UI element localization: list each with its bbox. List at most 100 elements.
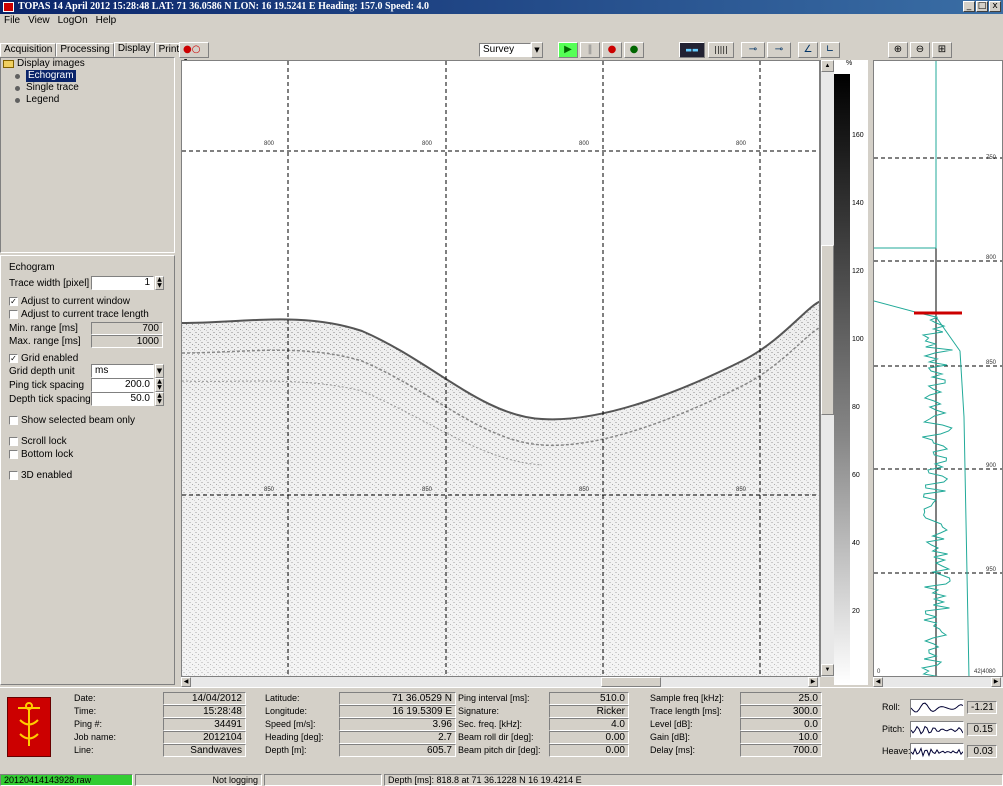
minimize-button[interactable]: _	[963, 1, 975, 12]
echogram-view[interactable]: 800 800 800 800 850 850 850 850	[181, 60, 820, 677]
fit-view-icon[interactable]: ⊞	[932, 42, 952, 58]
adjust-window-checkbox[interactable]: ✓ Adjust to current window	[9, 296, 130, 307]
info-label: Signature:	[458, 706, 500, 716]
info-label: Time:	[74, 706, 97, 716]
info-label: Delay [ms]:	[650, 745, 696, 755]
app-icon[interactable]	[3, 2, 14, 12]
trace-horizontal-scrollbar[interactable]: ◀ ▶	[873, 677, 1003, 687]
tree-root[interactable]: Display images	[1, 58, 174, 70]
bottom-lock-checkbox[interactable]: Bottom lock	[9, 449, 73, 460]
3d-enabled-checkbox[interactable]: 3D enabled	[9, 470, 72, 481]
info-value: 14/04/2012	[163, 692, 246, 705]
info-value: 0.0	[740, 718, 822, 731]
depth-tick-input[interactable]: 50.0	[91, 392, 154, 406]
colorbar-tick: 80	[852, 404, 860, 411]
ping-tick-spinner[interactable]: ▲ ▼	[155, 378, 164, 392]
info-value: 3.96	[339, 718, 456, 731]
single-trace-view[interactable]: 750 800 850 900 950 0 42|4080	[873, 60, 1003, 677]
zoom-in-icon[interactable]: ⊕	[888, 42, 908, 58]
trace-width-input[interactable]: 1	[91, 276, 154, 290]
info-value: 25.0	[740, 692, 822, 705]
menu-view[interactable]: View	[28, 15, 50, 26]
menu-logon[interactable]: LogOn	[57, 15, 88, 26]
info-value: 4.0	[549, 718, 629, 731]
motion-indicators: Roll: -1.21 Pitch: 0.15 Heave: 0.03	[872, 687, 1003, 774]
axis-icon[interactable]: ∠	[798, 42, 818, 58]
info-value: 34491	[163, 718, 246, 731]
scroll-left-icon[interactable]: ◀	[181, 677, 191, 687]
motion-graph	[910, 743, 964, 760]
trace-envelope-line	[874, 61, 937, 249]
waveform-icon[interactable]: |||||	[708, 42, 734, 58]
checkbox-unchecked-icon	[9, 416, 18, 425]
echogram-tab-button[interactable]: ●○ 1	[179, 42, 209, 69]
pause-button[interactable]: ‖	[580, 42, 600, 58]
tree-item-echogram[interactable]: Echogram	[1, 70, 174, 82]
trace-gain-curve	[874, 300, 970, 676]
close-button[interactable]: x	[989, 1, 1001, 12]
sediment-fade	[182, 302, 819, 676]
menu-file[interactable]: File	[4, 15, 21, 26]
status-empty	[264, 774, 382, 786]
maximize-button[interactable]: □	[976, 1, 988, 12]
trace-down-icon[interactable]: ⊸	[767, 42, 791, 58]
scroll-thumb[interactable]	[821, 245, 834, 415]
bullet-icon	[15, 85, 20, 91]
tab-display[interactable]: Display	[113, 42, 155, 57]
ping-tick-label: Ping tick spacing	[9, 380, 85, 391]
menu-help[interactable]: Help	[95, 15, 117, 26]
colorbar-unit: %	[846, 60, 853, 67]
tab-processing[interactable]: Processing	[56, 43, 114, 57]
scroll-right-icon[interactable]: ▶	[808, 677, 818, 687]
grid-label: 850	[422, 487, 433, 493]
record-button[interactable]: ●	[602, 42, 622, 58]
zoom-out-icon[interactable]: ⊖	[910, 42, 930, 58]
info-value: 71 36.0529 N	[339, 692, 456, 705]
tree-item-single-trace[interactable]: Single trace	[1, 82, 174, 94]
checkbox-label: Grid enabled	[21, 353, 79, 364]
colorbar-tick: 140	[852, 200, 864, 207]
checkbox-checked-icon: ✓	[9, 297, 18, 306]
scroll-right-icon[interactable]: ▶	[991, 677, 1001, 687]
stop-button[interactable]: ●	[624, 42, 644, 58]
mode-dropdown-arrow-icon[interactable]: ▼	[531, 42, 543, 58]
grid-unit-select[interactable]: ms	[91, 364, 154, 378]
mode-select[interactable]: Survey	[479, 43, 531, 57]
trace-width-label: Trace width [pixel]	[9, 278, 90, 289]
depth-tick-label: Depth tick spacing	[9, 394, 91, 405]
echogram-vertical-scrollbar[interactable]: ▲ ▼	[820, 60, 834, 677]
info-value: 2012104	[163, 731, 246, 744]
trace-width-spinner[interactable]: ▲ ▼	[155, 276, 164, 290]
info-value: 510.0	[549, 692, 629, 705]
info-label: Beam pitch dir [deg]:	[458, 745, 541, 755]
tab-acquisition[interactable]: Acquisition	[0, 43, 57, 57]
play-button[interactable]: ▶	[558, 42, 578, 58]
show-beam-checkbox[interactable]: Show selected beam only	[9, 415, 135, 426]
grid-enabled-checkbox[interactable]: ✓ Grid enabled	[9, 353, 78, 364]
grid-label: 800	[264, 141, 275, 147]
max-range-value: 1000	[91, 335, 163, 348]
adjust-trace-checkbox[interactable]: Adjust to current trace length	[9, 309, 149, 320]
tree-item-legend[interactable]: Legend	[1, 94, 174, 106]
hscroll-thumb[interactable]	[601, 677, 661, 687]
info-value: 16 19.5309 E	[339, 705, 456, 718]
colormap-icon[interactable]: ▬▬	[679, 42, 705, 58]
axis-fit-icon[interactable]: ∟	[820, 42, 840, 58]
scroll-down-icon[interactable]: ▼	[821, 664, 834, 676]
scroll-left-icon[interactable]: ◀	[873, 677, 883, 687]
ping-tick-input[interactable]: 200.0	[91, 378, 154, 392]
bullet-icon	[15, 73, 20, 79]
dropdown-arrow-icon[interactable]: ▼	[155, 364, 164, 378]
checkbox-unchecked-icon	[9, 310, 18, 319]
motion-value: 0.15	[967, 723, 997, 736]
info-value: 605.7	[339, 744, 456, 757]
subbottom-layer-2	[182, 380, 543, 466]
trace-waveform	[920, 316, 953, 676]
echogram-horizontal-scrollbar[interactable]: ◀ ▶	[181, 677, 820, 687]
motion-label: Pitch:	[882, 724, 905, 734]
info-value: Ricker	[549, 705, 629, 718]
scroll-lock-checkbox[interactable]: Scroll lock	[9, 436, 67, 447]
scroll-up-icon[interactable]: ▲	[821, 60, 834, 72]
depth-tick-spinner[interactable]: ▲ ▼	[155, 392, 164, 406]
trace-up-icon[interactable]: ⊸	[741, 42, 765, 58]
